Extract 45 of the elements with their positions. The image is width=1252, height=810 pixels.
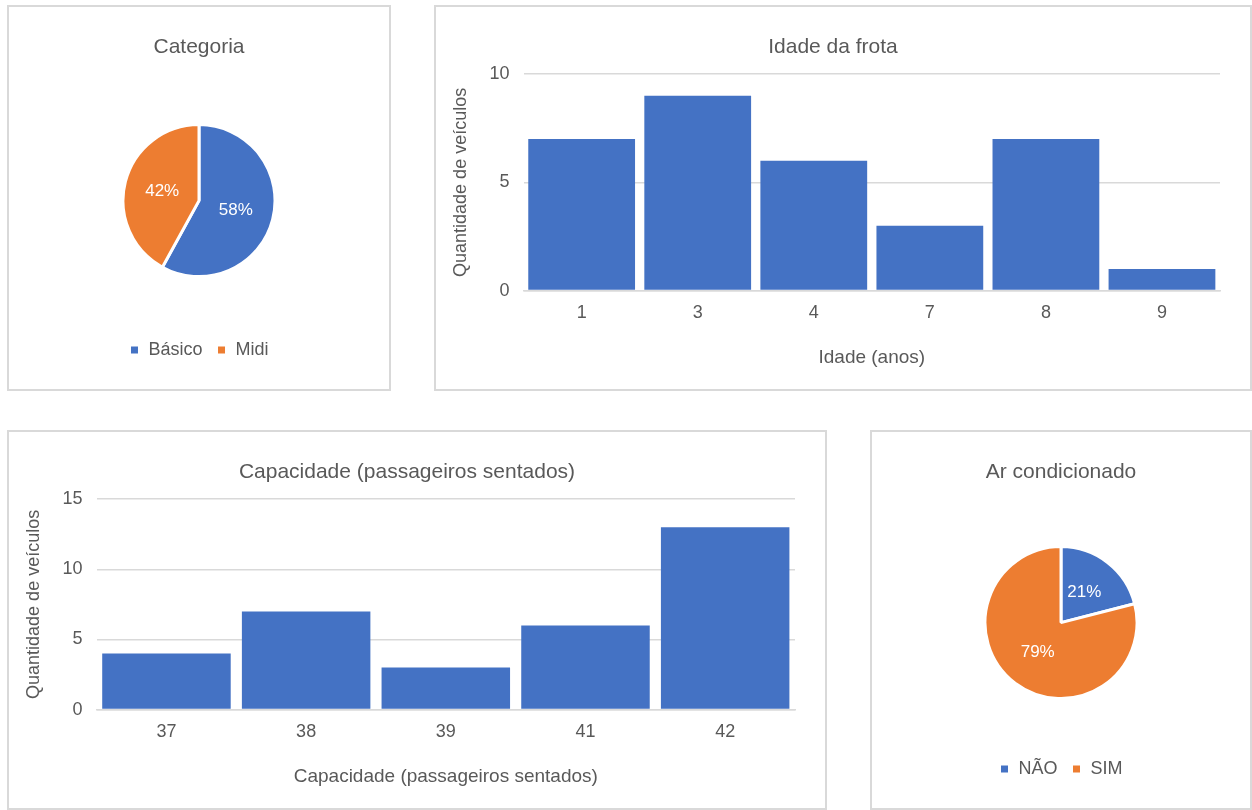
data-label: 42% [145,180,180,200]
y-axis-title: Quantidade de veículos [22,509,43,699]
y-tick-label: 5 [72,628,83,649]
legend-label: Básico [148,338,203,359]
x-tick-label: 8 [1040,302,1051,323]
legend-label: SIM [1090,757,1123,778]
chart-title: Capacidade (passageiros sentados) [238,459,576,483]
x-tick-label: 4 [808,302,819,323]
legend-label: NÃO [1018,756,1058,778]
bar [241,611,371,709]
x-tick-label: 1 [576,302,587,323]
y-tick-label: 10 [489,63,510,84]
chart-title: Ar condicionado [985,459,1137,483]
bar [876,225,984,290]
y-tick-label: 15 [62,488,83,509]
x-tick-label: 37 [156,721,177,742]
bar [381,667,511,709]
bar [644,95,752,290]
bar [528,139,636,290]
chart-title: Idade da frota [768,34,899,58]
x-tick-label: 39 [435,721,456,742]
legend-label: Midi [235,338,269,359]
bar [992,139,1100,290]
y-axis-title: Quantidade de veículos [449,87,470,277]
x-tick-label: 41 [575,721,596,742]
x-tick-label: 42 [715,721,736,742]
bar [521,625,650,709]
bar [760,160,868,290]
bar [660,527,790,709]
x-tick-label: 3 [692,302,703,323]
x-axis-title: Capacidade (passageiros sentados) [293,764,598,786]
x-tick-label: 9 [1156,302,1167,323]
y-tick-label: 0 [499,279,510,300]
chart-title: Categoria [153,34,245,58]
data-label: 21% [1067,582,1102,602]
data-label: 58% [218,199,253,219]
bar [102,653,231,709]
y-tick-label: 0 [72,698,83,719]
x-axis-title: Idade (anos) [818,345,926,367]
y-tick-label: 10 [62,558,83,579]
y-tick-label: 5 [499,171,510,192]
x-tick-label: 7 [924,302,935,323]
bar [1108,268,1216,290]
x-tick-label: 38 [296,721,317,742]
data-label: 79% [1020,642,1055,662]
